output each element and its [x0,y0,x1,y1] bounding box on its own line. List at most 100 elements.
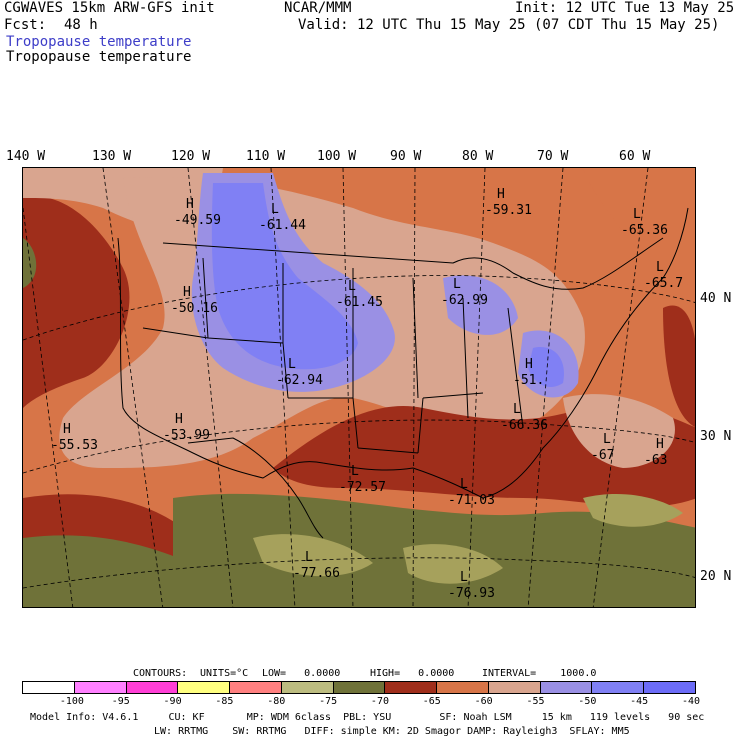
physics-info: LW: RRTMG SW: RRTMG DIFF: simple KM: 2D … [154,726,630,737]
low-marker: L [460,570,468,585]
longitude-line [467,168,486,607]
olive-light-zone [253,534,373,577]
orange-zone [583,168,695,288]
units-label: UNITS=°C [200,668,249,679]
extremum-value: -77.66 [293,566,340,581]
legend-tick-label: -80 [267,696,286,707]
legend-swatch [74,682,127,693]
high-marker: H [497,187,505,202]
extremum-value: -76.93 [448,586,495,601]
border-us-mexico [187,437,324,539]
legend-tick-label: -40 [682,696,701,707]
longitude-label: 60 W [619,149,651,164]
graticule [23,168,695,607]
legend-swatch [126,682,179,693]
legend-swatch [488,682,541,693]
state-lines [352,268,524,429]
legend-swatch [23,682,75,693]
olive-light-zone [403,544,503,584]
extremum-value: -65.7 [644,276,683,291]
extremum-value: -62.94 [276,373,323,388]
legend-swatch [592,682,645,693]
legend-swatch [437,682,489,693]
longitude-label: 110 W [246,149,286,164]
extremum-value: -53.99 [163,428,210,443]
state-lines [142,257,484,454]
high-marker: H [525,357,533,372]
forecast-hour: 48 h [64,17,98,33]
legend-tick-label: -85 [215,696,234,707]
boundaries [117,207,689,539]
longitude-label: 120 W [171,149,211,164]
blue-zone [211,183,358,370]
legend-swatch [644,682,695,693]
high-marker: H [183,285,191,300]
latitude-label: 40 N [700,291,732,306]
interval-label: INTERVAL= 1000.0 [482,668,597,679]
low-marker: L [271,202,279,217]
legend-tick-label: -100 [59,696,84,707]
legend-tick-label: -95 [111,696,130,707]
legend-tick-label: -75 [319,696,338,707]
salmon-zone [563,394,675,468]
legend-tick-label: -70 [370,696,389,707]
low-marker: L [351,464,359,479]
tropopause-temperature-map: H -49.59 L -61.44 H -59.31 L -65.36 L -65.7 H -50.1… [22,167,696,608]
legend-swatch [230,682,282,693]
low-marker: L [656,260,664,275]
extremum-value: -51. [513,373,544,388]
low-label: LOW= 0.0000 [262,668,341,679]
extremum-value: -63 [644,453,667,468]
field-subtitle: Tropopause temperature [6,49,192,65]
legend-tick-label: -65 [422,696,441,707]
legend-swatch [178,682,231,693]
color-legend [22,681,696,694]
model-title: CGWAVES 15km ARW-GFS init [4,0,215,16]
low-marker: L [513,402,521,417]
high-marker: H [63,422,71,437]
extremum-value: -61.44 [259,218,306,233]
legend-tick-label: -45 [630,696,649,707]
high-label: HIGH= 0.0000 [370,668,455,679]
low-marker: L [305,550,313,565]
longitude-line [270,168,296,607]
low-marker: L [288,357,296,372]
latitude-line [23,419,695,474]
field-title: Tropopause temperature [6,34,192,50]
coastline [117,207,689,499]
valid-time: Valid: 12 UTC Thu 15 May 25 (07 CDT Thu … [298,17,720,33]
dark-red-zone [663,305,695,427]
extremum-value: -55.53 [51,438,98,453]
legend-swatch [385,682,438,693]
longitude-label: 80 W [462,149,494,164]
longitude-label: 140 W [6,149,46,164]
init-time: Init: 12 UTC Tue 13 May 25 [515,0,735,16]
low-marker: L [633,207,641,222]
legend-tick-label: -60 [474,696,493,707]
longitude-label: 100 W [317,149,357,164]
latitude-line [23,557,695,589]
extremum-value: -50.16 [171,301,218,316]
legend-tick-label: -50 [578,696,597,707]
olive-light-zone [583,493,683,527]
latitude-line [23,275,695,341]
low-marker: L [348,279,356,294]
longitude-line [412,168,416,607]
extremum-value: -62.99 [441,293,488,308]
legend-swatch [333,682,386,693]
latitude-label: 20 N [700,569,732,584]
low-marker: L [453,277,461,292]
extremum-value: -66.36 [501,418,548,433]
extremum-value: -67 [591,448,614,463]
longitude-line [527,168,564,607]
low-marker: L [603,432,611,447]
lavender-zone [443,275,518,335]
extremum-value: -61.45 [336,295,383,310]
olive-zone [23,238,37,288]
longitude-line [187,168,234,607]
legend-tick-label: -55 [526,696,545,707]
model-info: Model Info: V4.6.1 CU: KF MP: WDM 6class… [30,712,705,723]
legend-swatch [281,682,334,693]
contours-label: CONTOURS: [133,668,188,679]
longitude-line [342,168,354,607]
